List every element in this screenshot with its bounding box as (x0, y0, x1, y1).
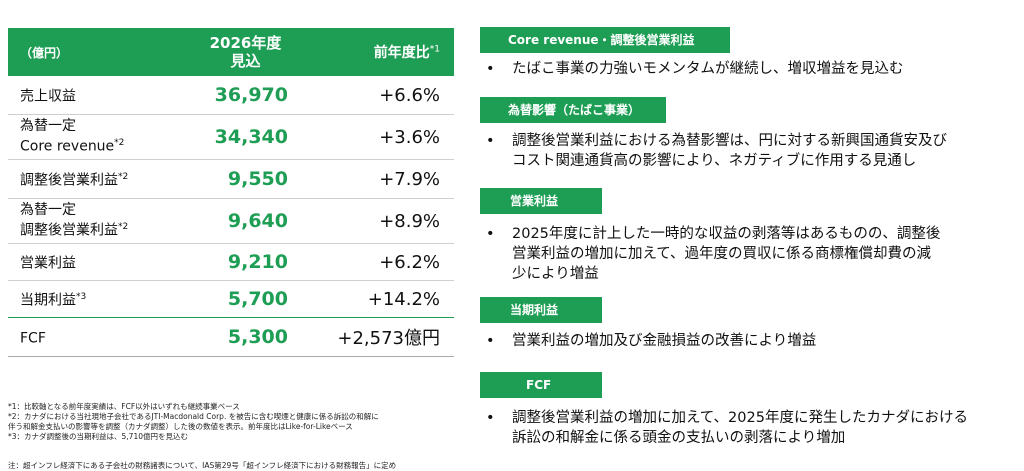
section-fcf: FCF • 調整後営業利益の増加に加えて、2025年度に発生したカナダにおける訴… (480, 372, 1000, 448)
section-core-revenue: Core revenue・調整後営業利益 • たばこ事業の力強いモメンタムが継続… (480, 27, 1000, 79)
row-change: +6.2% (379, 251, 440, 273)
footnote: *1：比較軸となる前年度実績は、FCF以外はいずれも継続事業ベース (8, 402, 240, 411)
bullet-icon: • (486, 333, 495, 349)
row-value: 36,970 (214, 84, 288, 106)
footnote: 伴う和解金支払いの影響等を調整（カナダ調整）した後の数値を表示。前年度比はLik… (8, 422, 353, 431)
bullet-icon: • (486, 133, 495, 149)
bullet-icon: • (486, 226, 495, 242)
bullet-item: • 2025年度に計上した一時的な収益の剥落等はあるものの、調整後 営業利益の増加… (486, 226, 941, 282)
bullet-icon: • (486, 410, 495, 426)
forecast-table: （億円） 2026年度 見込 前年度比*1 売上収益 36,970 +6.6% … (8, 28, 454, 357)
row-change: +14.2% (367, 288, 440, 310)
table-row: 為替一定 Core revenue*2 34,340 +3.6% (8, 115, 454, 160)
row-label: 調整後営業利益*2 (20, 171, 129, 189)
row-value: 9,210 (227, 251, 288, 273)
yoy-header: 前年度比*1 (323, 42, 454, 62)
year-header-line2: 見込 (230, 52, 261, 70)
section-net-profit: 当期利益 • 営業利益の増加及び金融損益の改善により増益 (480, 297, 1000, 351)
table-row: 売上収益 36,970 +6.6% (8, 76, 454, 115)
bullet-icon: • (486, 61, 495, 77)
row-label: 売上収益 (20, 88, 76, 105)
yoy-header-label: 前年度比 (373, 45, 430, 61)
table-row: 調整後営業利益*2 9,550 +7.9% (8, 160, 454, 199)
section-operating-profit: 営業利益 • 2025年度に計上した一時的な収益の剥落等はあるものの、調整後 営業… (480, 188, 1000, 284)
table-row: 営業利益 9,210 +6.2% (8, 244, 454, 281)
section-header: FCF (480, 372, 602, 398)
table-header: （億円） 2026年度 見込 前年度比*1 (8, 28, 454, 76)
bottom-note: 注：超インフレ経済下にある子会社の財務諸表について、IAS第29号「超インフレ経… (8, 461, 397, 470)
year-header-line1: 2026年度 (209, 34, 282, 52)
row-label: 為替一定 Core revenue*2 (20, 118, 125, 155)
row-label: FCF (20, 330, 46, 347)
table-row: FCF 5,300 +2,573億円 (8, 318, 454, 357)
row-label: 営業利益 (20, 255, 76, 272)
year-header: 2026年度 見込 (168, 34, 323, 70)
bullet-item: • たばこ事業の力強いモメンタムが継続し、増収増益を見込む (486, 61, 904, 77)
row-value: 5,300 (227, 326, 288, 348)
row-label: 当期利益*3 (20, 291, 87, 309)
bullet-item: • 調整後営業利益の増加に加えて、2025年度に発生したカナダにおける 訴訟の和解… (486, 410, 968, 446)
yoy-header-sup: *1 (429, 44, 440, 55)
row-change: +3.6% (379, 126, 440, 148)
section-header: 為替影響（たばこ事業） (480, 97, 666, 123)
section-header: 営業利益 (480, 188, 602, 214)
bullet-item: • 営業利益の増加及び金融損益の改善により増益 (486, 333, 817, 349)
row-change: +8.9% (379, 210, 440, 232)
section-header: Core revenue・調整後営業利益 (480, 27, 730, 53)
row-value: 34,340 (214, 126, 288, 148)
table-row: 当期利益*3 5,700 +14.2% (8, 281, 454, 318)
unit-label: （億円） (20, 45, 69, 60)
row-value: 9,640 (227, 210, 288, 232)
section-header: 当期利益 (480, 297, 602, 323)
footnote: *3：カナダ調整後の当期利益は、5,710億円を見込む (8, 432, 188, 441)
table-row: 為替一定 調整後営業利益*2 9,640 +8.9% (8, 199, 454, 244)
row-change: +6.6% (379, 84, 440, 106)
footnotes: *1：比較軸となる前年度実績は、FCF以外はいずれも継続事業ベース *2：カナダ… (8, 402, 458, 442)
footnote: *2：カナダにおける当社現地子会社であるJTI-Macdonald Corp. … (8, 412, 379, 421)
row-change: +7.9% (379, 168, 440, 190)
row-label: 為替一定 調整後営業利益*2 (20, 202, 129, 239)
section-fx: 為替影響（たばこ事業） • 調整後営業利益における為替影響は、円に対する新興国通… (480, 97, 1000, 171)
row-value: 5,700 (227, 288, 288, 310)
bullet-item: • 調整後営業利益における為替影響は、円に対する新興国通貨安及び コスト関連通貨高… (486, 133, 947, 169)
row-value: 9,550 (227, 168, 288, 190)
row-change: +2,573億円 (337, 328, 440, 349)
